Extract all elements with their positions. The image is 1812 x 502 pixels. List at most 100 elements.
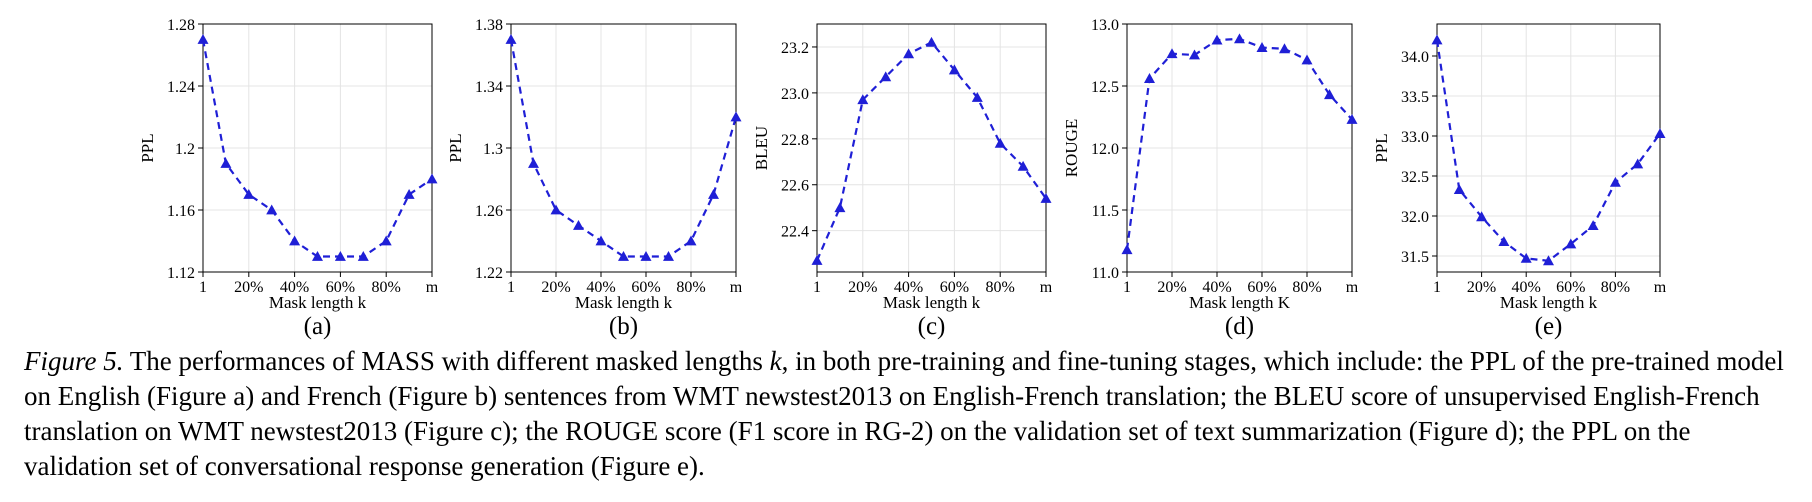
y-tick-label: 31.5 [1401,249,1429,266]
x-tick-label: 40% [280,279,309,296]
data-point-marker [834,202,846,213]
plot-frame [816,23,1047,273]
chart-panel-3: 22.4 22.6 22.8 23.0 23.2 1 20% 40% 60% 80% m Mask l… [752,23,1053,340]
x-tick-label: m [730,279,743,296]
figure-label: Figure 5. [24,346,124,376]
data-point-marker [528,158,539,168]
x-tick-label: 60% [1247,279,1276,296]
chart-panel-5: 31.5 32.0 32.5 33.0 33.5 34.0 1 20% 40% 60% 80% m Ma… [1372,23,1667,340]
data-point-marker [1017,160,1029,171]
x-tick-label: 1 [507,279,515,296]
x-axis-label: Mask length K [1189,293,1291,312]
y-tick-label: 23.0 [781,86,809,103]
data-point-marker [971,91,983,102]
data-point-marker [880,71,892,82]
data-point-marker [426,173,438,184]
data-point-marker [730,111,742,122]
data-point-marker [994,137,1006,148]
x-tick-label: 80% [986,279,1015,296]
data-point-marker [243,189,255,199]
x-tick-label: 40% [1202,279,1231,296]
y-axis-label: ROUGE [1062,119,1081,178]
y-tick-label: 33.0 [1401,129,1429,146]
series-line [1435,39,1661,262]
x-tick-label: m [1346,279,1359,296]
y-tick-label: 11.0 [1092,265,1119,282]
x-tick-label: 80% [1601,279,1630,296]
x-tick-label: 1 [199,279,207,296]
x-tick-label: 20% [848,279,877,296]
y-tick-label: 32.5 [1401,169,1429,186]
data-point-marker [1520,252,1532,263]
y-axis-label: BLEU [752,126,771,170]
x-tick-label: m [1654,279,1667,296]
x-tick-label: 60% [326,279,355,296]
x-tick-label: 60% [631,279,660,296]
y-tick-label: 34.0 [1401,49,1429,66]
caption-text-part1: The performances of MASS with different … [123,346,770,376]
x-tick-label: 1 [813,279,821,296]
panel-label: (a) [304,313,332,340]
data-point-marker [1498,236,1510,246]
data-point-marker [357,251,369,261]
data-point-marker [334,251,346,261]
x-axis-label: Mask length k [575,293,673,312]
y-tick-label: 1.22 [475,265,503,282]
y-tick-label: 12.5 [1091,79,1119,96]
x-tick-label: m [426,279,439,296]
x-tick-label: 40% [894,279,923,296]
panel-label: (d) [1225,313,1254,340]
y-tick-label: 22.8 [781,132,809,149]
data-point-marker [857,94,869,105]
y-tick-label: 1.38 [475,17,503,34]
y-axis-label: PPL [138,133,157,162]
data-point-marker [1654,128,1666,138]
y-tick-label: 13.0 [1091,17,1119,34]
panel-label: (b) [609,313,638,340]
data-point-marker [1301,54,1313,65]
plot-frame [1436,23,1661,273]
data-point-marker [595,235,607,246]
x-tick-label: 60% [1556,279,1585,296]
x-tick-label: 20% [541,279,570,296]
y-tick-label: 1.2 [175,141,195,158]
figure-charts: 1.12 1.16 1.2 1.24 1.28 1 20% 40% 60% 80% m Mask le… [138,17,1667,340]
data-point-marker [903,48,915,59]
y-tick-label: 1.26 [475,203,503,220]
y-tick-label: 11.5 [1092,203,1119,220]
y-tick-label: 22.6 [781,178,809,195]
y-tick-label: 1.34 [475,79,503,96]
series-line [815,40,1047,261]
y-tick-label: 1.24 [167,79,195,96]
caption-text-part2: , in both pre-training and fine-tuning s… [24,346,1784,481]
x-tick-label: 80% [1292,279,1321,296]
data-point-marker [1211,34,1223,45]
y-tick-label: 23.2 [781,40,809,57]
data-point-marker [550,204,562,215]
data-point-marker [1166,48,1178,59]
data-point-marker [505,34,517,44]
x-tick-label: 80% [676,279,705,296]
data-point-marker [1189,49,1200,60]
y-tick-label: 33.5 [1401,89,1429,106]
data-point-marker [685,235,697,246]
data-point-marker [266,204,278,215]
caption-k-symbol: k [769,346,782,376]
x-axis-label: Mask length k [1500,293,1598,312]
y-tick-label: 1.28 [167,17,195,34]
data-point-marker [1587,220,1599,230]
data-point-marker [1256,42,1268,52]
data-point-marker [811,255,823,265]
y-tick-label: 32.0 [1401,209,1429,226]
data-point-marker [1234,33,1245,44]
data-point-marker [197,34,209,44]
data-point-marker [1279,43,1290,54]
x-tick-label: 60% [940,279,969,296]
x-tick-label: m [1040,279,1053,296]
data-point-marker [403,189,415,199]
data-point-marker [1121,244,1133,255]
panel-label: (e) [1535,313,1563,340]
data-point-marker [1543,255,1554,266]
y-tick-label: 1.3 [483,141,503,158]
data-point-marker [663,251,674,261]
